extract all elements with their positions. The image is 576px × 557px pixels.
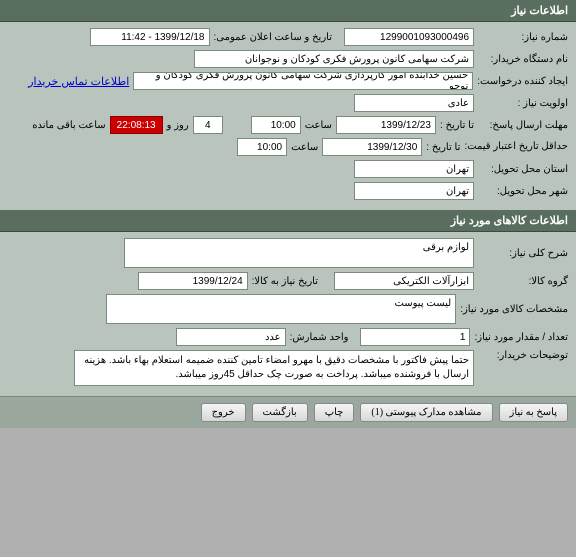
until-label-2: تا تاریخ : xyxy=(426,142,460,153)
time-label-2: ساعت xyxy=(291,142,318,153)
specs-label: مشخصات کالای مورد نیاز: xyxy=(460,304,568,315)
buyer-org-label: نام دستگاه خریدار: xyxy=(478,54,568,65)
print-button[interactable]: چاپ xyxy=(314,403,355,422)
unit-label: واحد شمارش: xyxy=(290,332,349,343)
city-field: تهران xyxy=(354,182,474,200)
remaining-label: ساعت باقی مانده xyxy=(32,120,105,131)
unit-field: عدد xyxy=(176,328,286,346)
announce-label: تاریخ و ساعت اعلان عمومی: xyxy=(214,32,333,43)
exit-button[interactable]: خروج xyxy=(201,403,246,422)
goods-group-field: ابزارآلات الکتریکی xyxy=(334,272,474,290)
deadline-date-field: 1399/12/23 xyxy=(336,116,436,134)
province-label: استان محل تحویل: xyxy=(478,164,568,175)
need-by-label: تاریخ نیاز به کالا: xyxy=(252,276,318,287)
section2-body: شرح کلی نیاز: لوازم برقی گروه کالا: ابزا… xyxy=(0,232,576,396)
respond-button[interactable]: پاسخ به نیاز xyxy=(499,403,569,422)
button-row: پاسخ به نیاز مشاهده مدارک پیوستی (1) چاپ… xyxy=(0,396,576,428)
need-by-field: 1399/12/24 xyxy=(138,272,248,290)
qty-label: تعداد / مقدار مورد نیاز: xyxy=(474,332,568,343)
main-panel: اطلاعات نیاز شماره نیاز: 129900109300049… xyxy=(0,0,576,428)
validity-date-field: 1399/12/30 xyxy=(322,138,422,156)
days-label: روز و xyxy=(167,120,189,131)
creator-field: حسین خدابنده امور کارپردازی شرکت سهامی ک… xyxy=(133,72,473,90)
general-desc-label: شرح کلی نیاز: xyxy=(478,248,568,259)
need-number-label: شماره نیاز: xyxy=(478,32,568,43)
priority-label: اولویت نیاز : xyxy=(478,98,568,109)
deadline-label: مهلت ارسال پاسخ: xyxy=(478,120,568,131)
priority-field: عادی xyxy=(354,94,474,112)
validity-time-field: 10:00 xyxy=(237,138,287,156)
general-desc-field: لوازم برقی xyxy=(124,238,474,268)
deadline-time-field: 10:00 xyxy=(251,116,301,134)
days-field: 4 xyxy=(193,116,223,134)
buyer-notes-field: حتما پیش فاکتور با مشخصات دقیق با مهرو ا… xyxy=(74,350,474,386)
need-number-field: 1299001093000496 xyxy=(344,28,474,46)
buyer-notes-label: توضیحات خریدار: xyxy=(478,350,568,361)
creator-label: ایجاد کننده درخواست: xyxy=(477,76,568,87)
time-label-1: ساعت xyxy=(305,120,332,131)
attachments-button[interactable]: مشاهده مدارک پیوستی (1) xyxy=(360,403,492,422)
countdown-timer: 22:08:13 xyxy=(110,116,163,134)
until-label: تا تاریخ : xyxy=(440,120,474,131)
section1-header: اطلاعات نیاز xyxy=(0,0,576,22)
validity-label: حداقل تاریخ اعتبار قیمت: xyxy=(464,141,568,153)
province-field: تهران xyxy=(354,160,474,178)
back-button[interactable]: بازگشت xyxy=(252,403,308,422)
section1-body: شماره نیاز: 1299001093000496 تاریخ و ساع… xyxy=(0,22,576,210)
city-label: شهر محل تحویل: xyxy=(478,186,568,197)
announce-field: 1399/12/18 - 11:42 xyxy=(90,28,210,46)
section2-header: اطلاعات کالاهای مورد نیاز xyxy=(0,210,576,232)
specs-field: لیست پیوست xyxy=(106,294,456,324)
goods-group-label: گروه کالا: xyxy=(478,276,568,287)
buyer-org-field: شرکت سهامی کانون پرورش فکری کودکان و نوج… xyxy=(194,50,474,68)
contact-link[interactable]: اطلاعات تماس خریدار xyxy=(28,75,129,88)
qty-field: 1 xyxy=(360,328,470,346)
